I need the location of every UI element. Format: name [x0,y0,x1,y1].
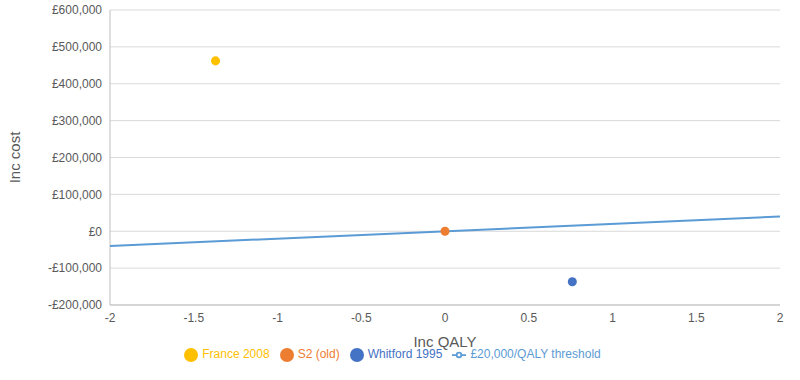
svg-text:Inc QALY: Inc QALY [413,333,476,350]
svg-text:-1.5: -1.5 [183,311,204,325]
html-text:£20,000/QALY threshold: £20,000/QALY threshold [470,347,601,361]
svg-text:1: 1 [609,311,616,325]
svg-text:1.5: 1.5 [688,311,705,325]
html-text:France 2008: France 2008 [202,347,270,361]
svg-text:0.5: 0.5 [520,311,537,325]
html-text:Whitford 1995: Whitford 1995 [367,347,443,361]
svg-text:0: 0 [442,311,449,325]
svg-text:-£200,000: -£200,000 [48,298,102,312]
svg-text:-£100,000: -£100,000 [48,261,102,275]
svg-text:-1: -1 [272,311,283,325]
html-text:S2 (old): S2 (old) [297,347,340,361]
svg-text:£500,000: £500,000 [52,40,102,54]
svg-text:£200,000: £200,000 [52,151,102,165]
svg-text:£600,000: £600,000 [52,3,102,17]
svg-text:-0.5: -0.5 [351,311,372,325]
svg-text:-2: -2 [105,311,116,325]
svg-text:£400,000: £400,000 [52,77,102,91]
svg-text:2: 2 [777,311,784,325]
svg-text:£0: £0 [89,225,103,239]
svg-text:Inc cost: Inc cost [8,131,23,184]
svg-text:£100,000: £100,000 [52,188,102,202]
svg-text:£300,000: £300,000 [52,114,102,128]
